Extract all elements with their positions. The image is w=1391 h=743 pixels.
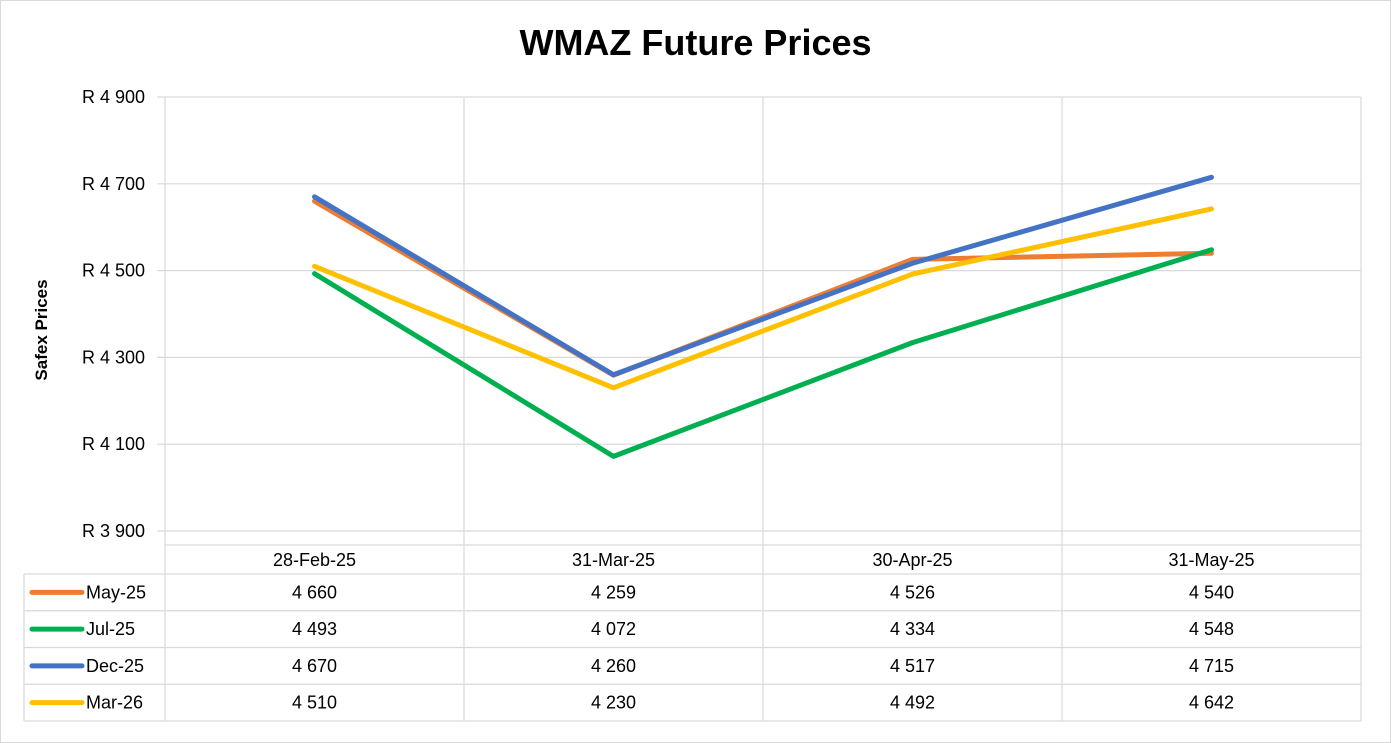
y-tick-label: R 4 300 bbox=[82, 347, 145, 367]
series-line-jul-25 bbox=[312, 247, 1214, 459]
data-label: 4 642 bbox=[1189, 693, 1234, 713]
series-layer bbox=[312, 174, 1214, 459]
data-label: 4 493 bbox=[292, 619, 337, 639]
data-label: 4 072 bbox=[591, 619, 636, 639]
chart-title: WMAZ Future Prices bbox=[519, 22, 872, 63]
x-tick-label: 31-Mar-25 bbox=[572, 550, 655, 570]
legend-label: Dec-25 bbox=[86, 656, 144, 676]
data-label: 4 548 bbox=[1189, 619, 1234, 639]
series-line-mar-26 bbox=[312, 206, 1214, 391]
y-tick-label: R 4 900 bbox=[82, 87, 145, 107]
grid-layer bbox=[157, 96, 1362, 721]
data-label: 4 660 bbox=[292, 582, 337, 602]
data-label: 4 526 bbox=[890, 582, 935, 602]
legend-label: Mar-26 bbox=[86, 693, 143, 713]
y-tick-layer: R 3 900 R 4 100 R 4 300 R 4 500 R 4 700 R 4 9… bbox=[82, 87, 145, 541]
data-label: 4 230 bbox=[591, 693, 636, 713]
data-label: 4 492 bbox=[890, 693, 935, 713]
series-line-dec-25 bbox=[312, 174, 1214, 378]
data-label: 4 260 bbox=[591, 656, 636, 676]
y-tick-label: R 4 500 bbox=[82, 261, 145, 281]
x-tick-label: 28-Feb-25 bbox=[273, 550, 356, 570]
x-tick-label: 30-Apr-25 bbox=[872, 550, 952, 570]
y-tick-label: R 3 900 bbox=[82, 521, 145, 541]
y-tick-label: R 4 100 bbox=[82, 434, 145, 454]
data-label: 4 715 bbox=[1189, 656, 1234, 676]
y-tick-label: R 4 700 bbox=[82, 174, 145, 194]
x-tick-label: 31-May-25 bbox=[1168, 550, 1254, 570]
data-label: 4 670 bbox=[292, 656, 337, 676]
data-table: 28-Feb-25 31-Mar-25 30-Apr-25 31-May-25 May-… bbox=[23, 544, 1361, 722]
legend-label: Jul-25 bbox=[86, 619, 135, 639]
data-label: 4 334 bbox=[890, 619, 935, 639]
data-label: 4 259 bbox=[591, 582, 636, 602]
data-label: 4 540 bbox=[1189, 582, 1234, 602]
data-label: 4 510 bbox=[292, 693, 337, 713]
legend-label: May-25 bbox=[86, 582, 146, 602]
data-label: 4 517 bbox=[890, 656, 935, 676]
